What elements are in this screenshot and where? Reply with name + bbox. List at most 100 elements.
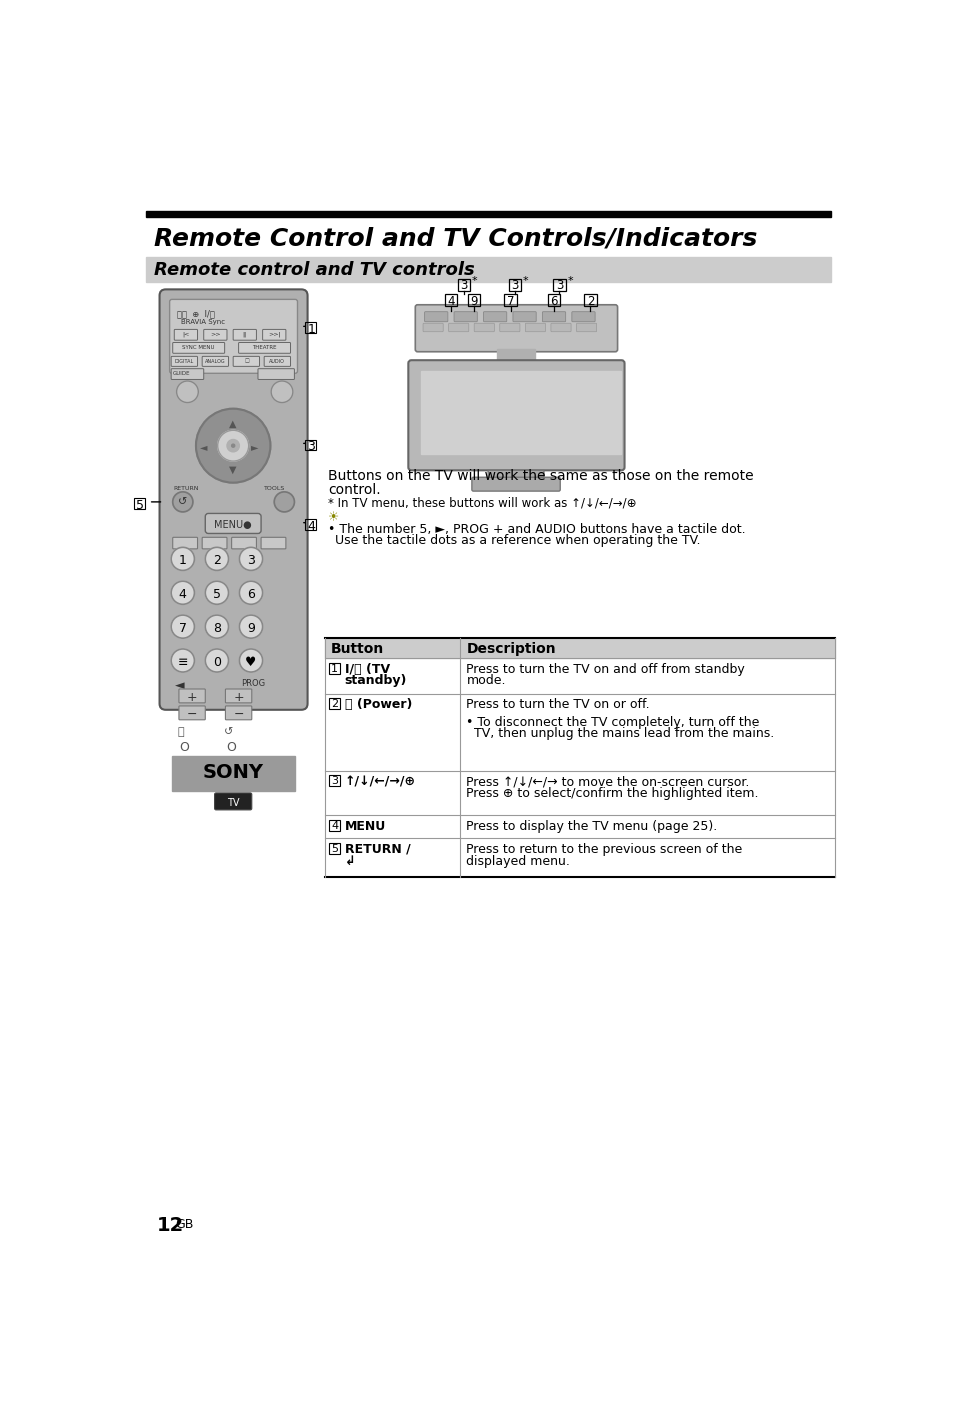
Text: *: * <box>567 277 572 286</box>
Text: ↲: ↲ <box>344 855 355 868</box>
Bar <box>133 498 145 508</box>
Bar <box>172 755 294 790</box>
FancyBboxPatch shape <box>202 538 227 549</box>
Text: 1: 1 <box>331 664 338 674</box>
FancyBboxPatch shape <box>415 305 617 352</box>
Bar <box>497 350 535 366</box>
FancyBboxPatch shape <box>171 357 197 366</box>
Text: 3: 3 <box>331 776 338 786</box>
Bar <box>547 293 559 306</box>
Bar <box>329 698 340 709</box>
Text: ⒶⒷ  ⊕  I/⏽: ⒶⒷ ⊕ I/⏽ <box>177 309 215 319</box>
Text: GUIDE: GUIDE <box>172 371 190 376</box>
Text: ▲: ▲ <box>229 418 236 428</box>
Text: ▼: ▼ <box>229 465 236 475</box>
Text: Press to turn the TV on or off.: Press to turn the TV on or off. <box>466 698 649 712</box>
Text: 9: 9 <box>247 622 254 635</box>
Text: 7: 7 <box>506 295 514 307</box>
Text: 3: 3 <box>247 555 254 567</box>
Text: 3: 3 <box>511 279 518 292</box>
Text: Press ⊕ to select/confirm the highlighted item.: Press ⊕ to select/confirm the highlighte… <box>466 786 759 800</box>
Text: 7: 7 <box>178 622 187 635</box>
Circle shape <box>171 649 194 673</box>
Text: >>: >> <box>210 331 220 337</box>
FancyBboxPatch shape <box>232 538 256 549</box>
Text: □: □ <box>244 358 249 364</box>
Text: SYNC MENU: SYNC MENU <box>182 345 214 350</box>
Text: standby): standby) <box>344 674 407 688</box>
Text: *: * <box>472 277 477 286</box>
FancyBboxPatch shape <box>172 343 224 354</box>
Bar <box>146 211 831 218</box>
FancyBboxPatch shape <box>472 477 559 491</box>
FancyBboxPatch shape <box>159 289 307 710</box>
Text: ⏽ (Power): ⏽ (Power) <box>344 698 412 712</box>
Bar <box>305 439 315 451</box>
Circle shape <box>274 491 294 512</box>
Text: ↺: ↺ <box>178 497 188 507</box>
Bar <box>324 639 834 658</box>
Bar <box>305 323 315 333</box>
Text: MENU: MENU <box>344 820 386 833</box>
Text: 12: 12 <box>156 1216 184 1234</box>
Text: BRAVIA Sync: BRAVIA Sync <box>181 319 225 324</box>
FancyBboxPatch shape <box>571 312 595 322</box>
FancyBboxPatch shape <box>233 330 256 340</box>
Text: * In TV menu, these buttons will work as ↑/↓/←/→/⊕: * In TV menu, these buttons will work as… <box>328 497 637 510</box>
Text: 1: 1 <box>178 555 187 567</box>
Text: Press to turn the TV on and off from standby: Press to turn the TV on and off from sta… <box>466 663 744 675</box>
Text: 🔇: 🔇 <box>177 727 184 737</box>
FancyBboxPatch shape <box>174 330 197 340</box>
Circle shape <box>205 649 229 673</box>
FancyBboxPatch shape <box>448 323 468 331</box>
Text: 1: 1 <box>307 323 315 336</box>
Text: 9: 9 <box>470 295 477 307</box>
Bar <box>457 278 470 291</box>
Bar <box>329 663 340 674</box>
Text: PROG: PROG <box>241 680 265 688</box>
FancyBboxPatch shape <box>474 323 494 331</box>
FancyBboxPatch shape <box>233 357 259 366</box>
Text: Press to display the TV menu (page 25).: Press to display the TV menu (page 25). <box>466 820 717 833</box>
Text: GB: GB <box>174 1219 193 1231</box>
Circle shape <box>172 491 193 512</box>
Text: 5: 5 <box>136 498 144 512</box>
FancyBboxPatch shape <box>214 793 252 810</box>
FancyBboxPatch shape <box>204 330 227 340</box>
Text: 5: 5 <box>331 844 338 854</box>
Text: DIGITAL: DIGITAL <box>174 358 193 364</box>
Circle shape <box>239 649 262 673</box>
Text: 4: 4 <box>178 588 187 601</box>
Circle shape <box>217 430 249 461</box>
Circle shape <box>205 581 229 604</box>
FancyBboxPatch shape <box>172 538 197 549</box>
FancyBboxPatch shape <box>179 706 205 720</box>
Bar <box>468 293 480 306</box>
Bar <box>553 278 565 291</box>
Circle shape <box>171 615 194 639</box>
Circle shape <box>176 380 198 403</box>
FancyBboxPatch shape <box>499 323 519 331</box>
Text: 4: 4 <box>307 519 315 532</box>
Bar <box>421 371 620 453</box>
Text: +: + <box>187 691 197 705</box>
Text: 6: 6 <box>550 295 558 307</box>
Circle shape <box>195 409 270 483</box>
Bar <box>329 775 340 786</box>
Text: 0: 0 <box>213 656 221 668</box>
FancyBboxPatch shape <box>483 312 506 322</box>
Text: MENU●: MENU● <box>214 519 252 529</box>
Bar <box>504 293 517 306</box>
Text: ◄: ◄ <box>174 680 185 692</box>
Circle shape <box>239 548 262 570</box>
Bar <box>509 278 521 291</box>
Text: TV, then unplug the mains lead from the mains.: TV, then unplug the mains lead from the … <box>466 727 774 740</box>
Text: ♥: ♥ <box>245 656 256 668</box>
Circle shape <box>239 581 262 604</box>
FancyBboxPatch shape <box>408 361 624 470</box>
Text: 2: 2 <box>331 699 338 709</box>
FancyBboxPatch shape <box>542 312 565 322</box>
Text: Remote control and TV controls: Remote control and TV controls <box>154 261 475 279</box>
FancyBboxPatch shape <box>171 369 204 379</box>
Bar <box>329 820 340 831</box>
